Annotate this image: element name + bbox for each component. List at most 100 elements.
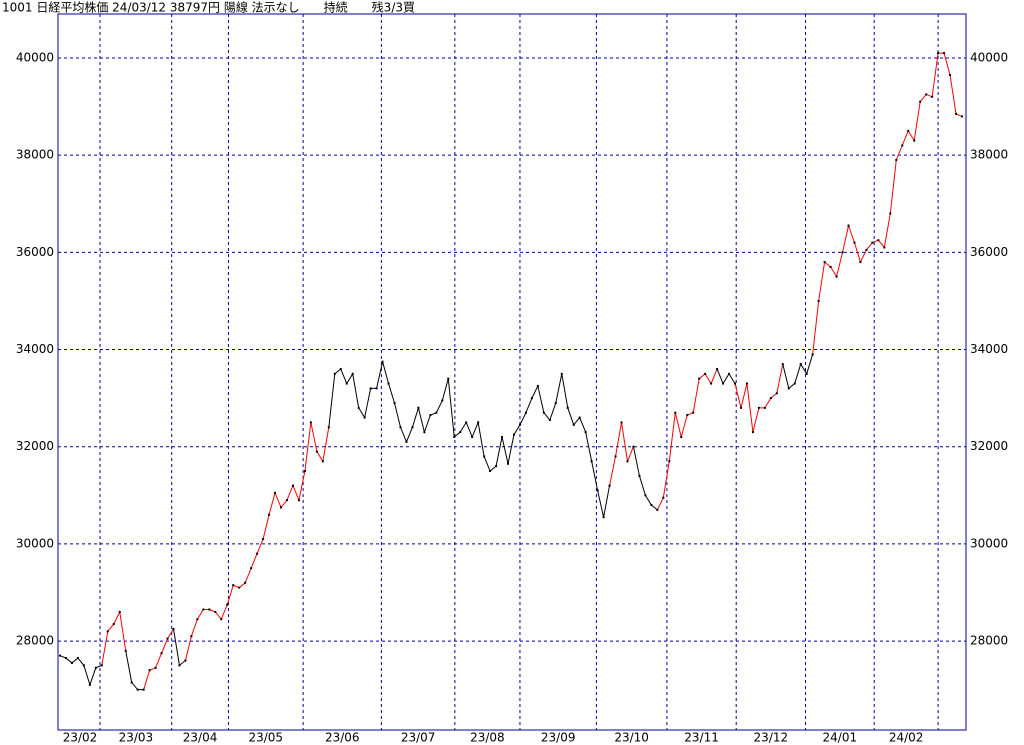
price-line <box>59 655 103 687</box>
price-point <box>285 499 288 502</box>
price-line <box>656 368 718 511</box>
price-point <box>716 367 719 370</box>
price-point <box>94 666 97 669</box>
price-point <box>961 115 963 118</box>
price-point <box>435 411 438 414</box>
y-tick-label: 30000 <box>16 536 54 550</box>
price-point <box>578 416 581 419</box>
price-point <box>644 494 647 497</box>
x-tick-label: 23/12 <box>754 731 789 745</box>
x-tick-label: 23/02 <box>63 731 98 745</box>
price-point <box>811 353 814 356</box>
x-tick-label: 23/09 <box>541 731 576 745</box>
price-point <box>745 382 748 385</box>
price-point <box>680 435 683 438</box>
x-tick-label: 23/08 <box>470 731 505 745</box>
price-point <box>411 426 414 429</box>
price-point <box>148 669 151 672</box>
price-line <box>609 422 634 486</box>
price-point <box>560 372 563 375</box>
price-line <box>632 446 658 511</box>
price-point <box>208 608 211 611</box>
price-point <box>859 261 862 264</box>
price-point <box>542 411 545 414</box>
price-point <box>369 387 372 390</box>
price-point <box>501 435 504 438</box>
y2-tick-label: 36000 <box>970 245 1008 259</box>
price-point <box>763 406 766 409</box>
price-point <box>734 382 737 385</box>
price-point <box>106 630 109 633</box>
price-point <box>739 406 742 409</box>
price-point <box>124 649 127 652</box>
x-tick-label: 23/03 <box>119 731 154 745</box>
price-point <box>274 491 277 494</box>
price-point <box>232 584 235 587</box>
price-point <box>638 474 641 477</box>
price-point <box>88 683 91 686</box>
price-point <box>530 397 533 400</box>
price-line <box>812 52 963 355</box>
price-point <box>572 423 575 426</box>
price-point <box>226 603 229 606</box>
price-point <box>160 652 163 655</box>
x-tick-label: 23/05 <box>248 731 283 745</box>
y-tick-label: 38000 <box>16 148 54 162</box>
price-point <box>483 455 486 458</box>
price-line <box>782 354 814 390</box>
price-point <box>309 421 312 424</box>
price-point <box>459 431 462 434</box>
price-point <box>100 664 103 667</box>
price-line <box>143 628 174 690</box>
price-point <box>351 372 354 375</box>
price-point <box>955 112 958 115</box>
price-point <box>608 484 611 487</box>
price-point <box>871 241 874 244</box>
x-tick-label: 23/04 <box>183 731 218 745</box>
price-point <box>70 661 73 664</box>
price-point <box>931 95 934 98</box>
y-tick-label: 36000 <box>16 245 54 259</box>
price-point <box>620 421 623 424</box>
y2-tick-label: 38000 <box>970 148 1008 162</box>
y2-tick-label: 40000 <box>970 50 1008 64</box>
price-point <box>674 411 677 414</box>
price-point <box>626 460 629 463</box>
price-point <box>441 399 444 402</box>
price-point <box>399 426 402 429</box>
price-point <box>465 421 468 424</box>
price-point <box>865 248 868 251</box>
price-point <box>471 435 474 438</box>
price-point <box>650 504 653 507</box>
price-point <box>769 397 772 400</box>
price-point <box>291 484 294 487</box>
price-line <box>328 361 611 518</box>
price-point <box>524 411 527 414</box>
price-line <box>101 610 127 666</box>
price-line <box>125 650 144 691</box>
price-point <box>250 567 253 570</box>
price-point <box>507 462 510 465</box>
price-point <box>566 406 569 409</box>
price-point <box>841 251 844 254</box>
price-point <box>698 377 701 380</box>
price-point <box>775 392 778 395</box>
price-point <box>477 421 480 424</box>
price-point <box>536 384 539 387</box>
price-point <box>59 654 61 657</box>
price-point <box>202 608 205 611</box>
price-point <box>417 406 420 409</box>
price-point <box>429 414 432 417</box>
y-tick-label: 32000 <box>16 439 54 453</box>
price-point <box>214 610 217 613</box>
price-point <box>656 508 659 511</box>
price-point <box>829 265 832 268</box>
plot-frame <box>57 13 967 731</box>
price-point <box>805 372 808 375</box>
price-point <box>495 465 498 468</box>
price-point <box>662 496 665 499</box>
x-tick-label: 23/06 <box>325 731 360 745</box>
price-point <box>692 411 695 414</box>
price-point <box>781 363 784 366</box>
